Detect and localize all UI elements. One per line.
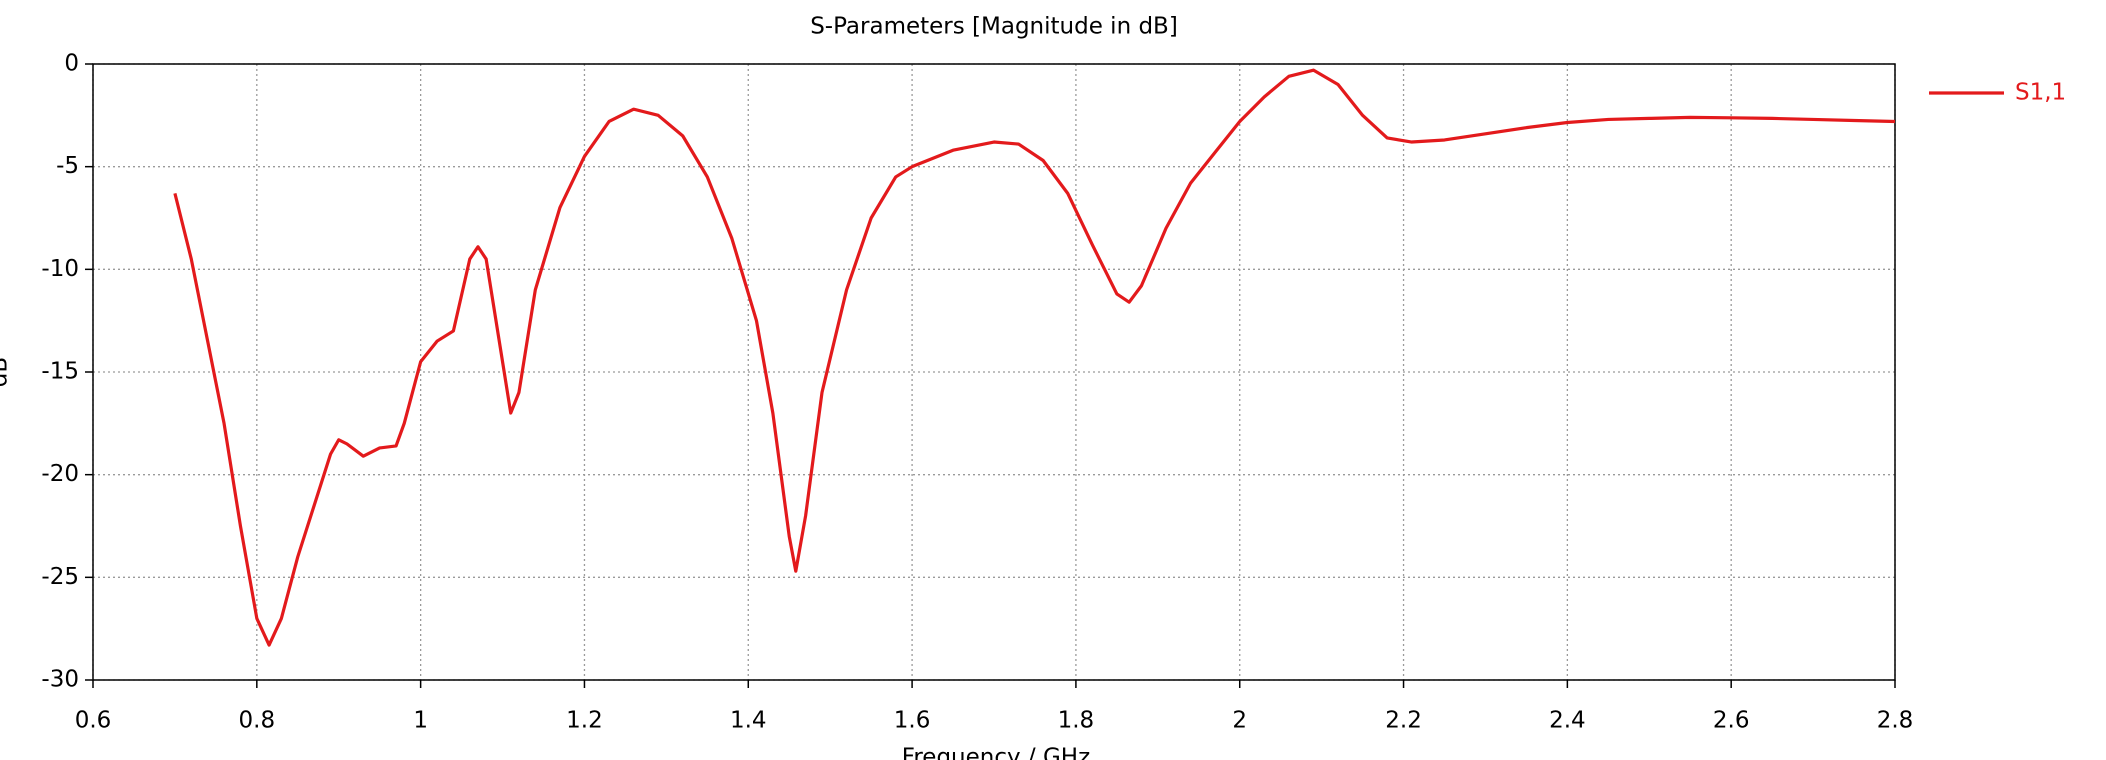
y-tick-label: 0: [64, 51, 79, 77]
x-tick-label: 1.4: [730, 708, 767, 734]
x-tick-label: 1.6: [894, 708, 931, 734]
x-tick-label: 0.6: [75, 708, 112, 734]
plot-frame: [92, 63, 1896, 681]
y-tick-label: -5: [56, 153, 79, 179]
x-tick-label: 1: [413, 708, 428, 734]
x-tick-label: 2.6: [1713, 708, 1750, 734]
legend-label: S1,1: [2015, 80, 2066, 106]
x-tick-label: 1.2: [566, 708, 603, 734]
x-axis-label: Frequency / GHz: [902, 745, 1090, 760]
y-tick-label: -30: [41, 667, 79, 693]
x-tick-label: 2.4: [1549, 708, 1586, 734]
chart-title: S-Parameters [Magnitude in dB]: [810, 14, 1178, 40]
x-tick-label: 2: [1232, 708, 1247, 734]
series-line: [173, 68, 1896, 647]
y-tick-label: -15: [41, 359, 79, 385]
x-tick-label: 2.2: [1385, 708, 1422, 734]
y-axis-label: dB: [0, 357, 13, 387]
x-tick-label: 1.8: [1058, 708, 1095, 734]
y-tick-label: -20: [41, 461, 79, 487]
y-tick-label: -25: [41, 564, 79, 590]
x-tick-label: 2.8: [1877, 708, 1914, 734]
x-tick-label: 0.8: [239, 708, 276, 734]
y-tick-label: -10: [41, 256, 79, 282]
